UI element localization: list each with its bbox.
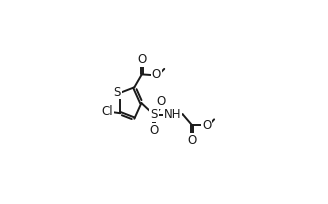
Text: S: S [150, 108, 158, 121]
Text: O: O [188, 134, 197, 147]
Text: Cl: Cl [102, 105, 113, 118]
Text: O: O [157, 95, 166, 108]
Text: O: O [149, 124, 158, 136]
Text: NH: NH [164, 108, 181, 121]
Text: O: O [137, 53, 146, 66]
Text: O: O [152, 68, 161, 81]
Text: O: O [202, 119, 211, 132]
Text: S: S [114, 85, 121, 99]
